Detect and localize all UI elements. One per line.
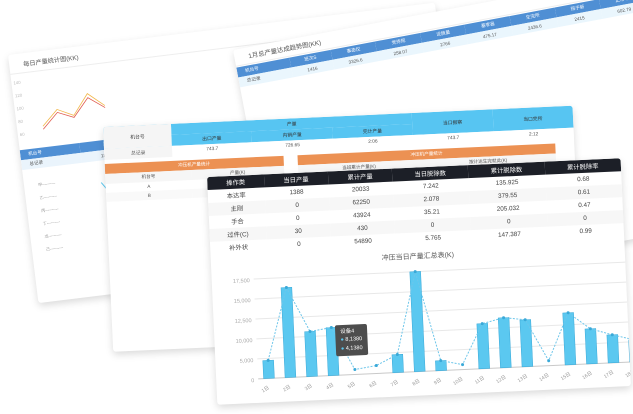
svg-text:16日: 16日	[581, 370, 593, 381]
svg-text:12日: 12日	[495, 374, 507, 385]
svg-text:3日: 3日	[304, 383, 314, 392]
svg-text:17,500: 17,500	[233, 278, 250, 285]
svg-text:7日: 7日	[390, 379, 400, 388]
svg-text:9日: 9日	[433, 377, 443, 386]
svg-text:5日: 5日	[347, 381, 357, 390]
svg-text:15,000: 15,000	[234, 298, 251, 305]
svg-text:17日: 17日	[603, 369, 615, 380]
svg-text:10日: 10日	[452, 376, 464, 387]
svg-text:10,000: 10,000	[236, 338, 253, 345]
svg-text:4日: 4日	[325, 382, 335, 391]
svg-text:18日: 18日	[624, 368, 630, 379]
svg-text:11日: 11日	[474, 375, 486, 386]
svg-text:13日: 13日	[517, 373, 529, 384]
svg-text:8日: 8日	[411, 378, 421, 387]
svg-text:12,500: 12,500	[235, 318, 252, 325]
svg-text:1日: 1日	[261, 385, 271, 394]
svg-text:2日: 2日	[282, 384, 292, 393]
svg-text:15日: 15日	[560, 371, 572, 382]
svg-text:14日: 14日	[538, 372, 550, 383]
svg-text:5,000: 5,000	[240, 358, 254, 365]
svg-text:6日: 6日	[368, 380, 378, 389]
svg-text:0: 0	[251, 378, 254, 384]
